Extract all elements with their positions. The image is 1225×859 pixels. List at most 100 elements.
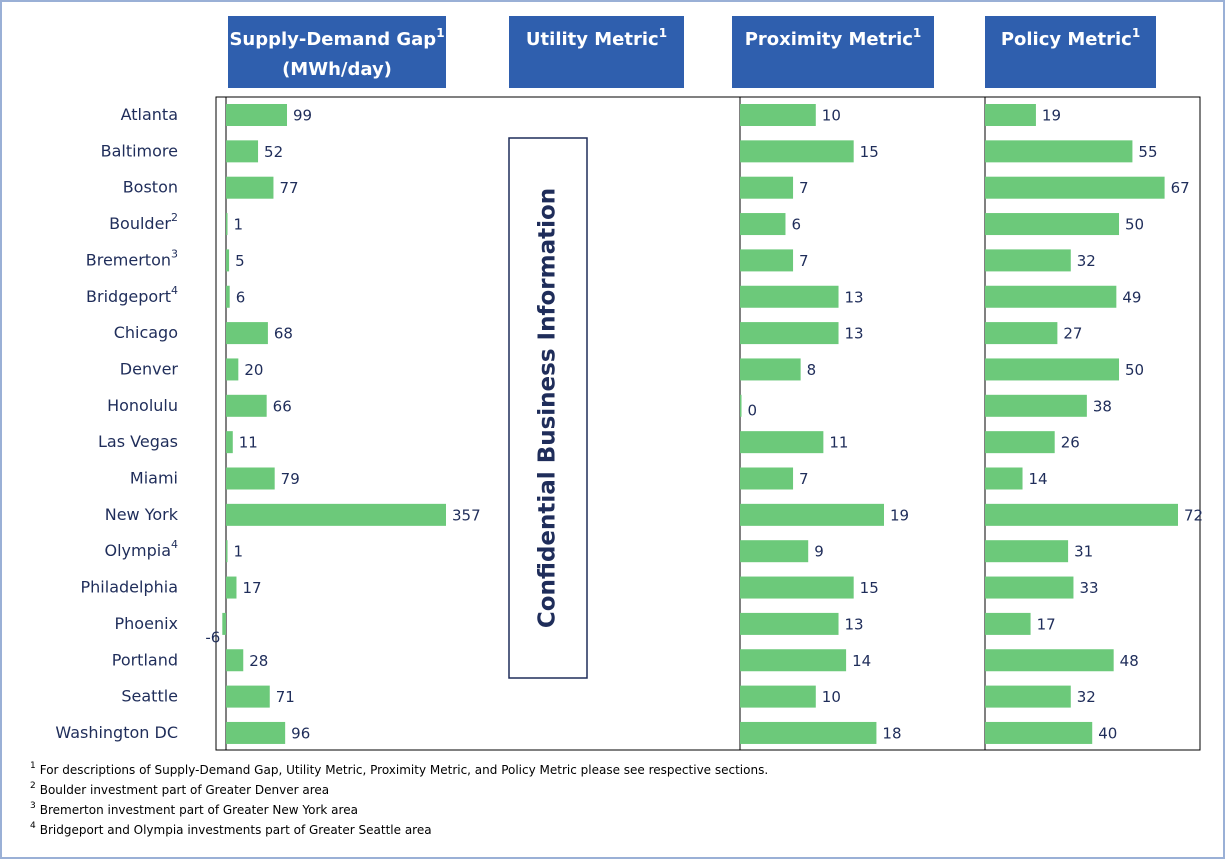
footnote-mark: 4	[30, 821, 36, 831]
header-title: Policy Metric1	[1001, 26, 1140, 51]
value-label: 17	[1037, 615, 1056, 633]
value-label: 38	[1093, 397, 1112, 415]
bar	[985, 431, 1055, 454]
value-label: -6	[205, 628, 220, 646]
value-label: 17	[242, 579, 261, 597]
value-label: 67	[1171, 179, 1190, 197]
category-name: Honolulu	[107, 395, 178, 414]
header-name: Utility Metric	[526, 29, 659, 50]
value-label: 28	[249, 652, 268, 670]
value-label: 48	[1120, 652, 1139, 670]
value-label: 14	[852, 652, 871, 670]
category-name: Bremerton	[86, 250, 171, 269]
category-label: Miami	[130, 468, 178, 487]
value-label: 10	[822, 107, 841, 125]
bar	[985, 249, 1071, 272]
bar	[226, 249, 230, 272]
header-title: Utility Metric1	[526, 26, 667, 51]
bar	[740, 721, 877, 744]
value-label: 20	[244, 361, 263, 379]
value-label: 40	[1098, 724, 1117, 742]
footnote: 4 Bridgeport and Olympia investments part…	[30, 821, 432, 837]
footnote-text: Bremerton investment part of Greater New…	[40, 803, 358, 817]
value-label: 15	[860, 579, 879, 597]
value-label: 13	[845, 288, 864, 306]
category-name: Phoenix	[115, 613, 178, 632]
category-label: Portland	[112, 650, 178, 669]
category-name: Boston	[123, 177, 178, 196]
bar	[226, 285, 230, 308]
category-label: Atlanta	[121, 105, 178, 124]
bar	[226, 503, 446, 526]
bar	[226, 104, 288, 126]
category-label: Baltimore	[101, 141, 178, 160]
footnote-mark: 2	[30, 781, 36, 791]
value-label: 14	[1029, 470, 1048, 488]
category-name: Philadelphia	[81, 577, 178, 596]
bar	[226, 467, 275, 490]
value-label: 5	[235, 252, 245, 270]
value-label: 31	[1074, 543, 1093, 561]
bar	[226, 576, 237, 599]
value-label: 13	[845, 615, 864, 633]
category-name: Baltimore	[101, 141, 178, 160]
header-title: Proximity Metric1	[745, 26, 922, 51]
bar	[740, 576, 854, 599]
bar	[226, 431, 233, 454]
category-name: Las Vegas	[98, 432, 178, 451]
value-label: 96	[291, 724, 310, 742]
category-name: New York	[105, 504, 179, 523]
header-box	[732, 16, 934, 88]
value-label: 11	[829, 434, 848, 452]
category-label: Boston	[123, 177, 178, 196]
bar	[740, 213, 786, 236]
category-label: Olympia4	[105, 538, 179, 560]
category-note: 4	[171, 284, 178, 297]
bar	[226, 721, 286, 744]
value-label: 13	[845, 325, 864, 343]
footnote: 2 Boulder investment part of Greater Denv…	[30, 781, 329, 797]
bar	[740, 358, 801, 381]
value-label: 99	[293, 107, 312, 125]
bar	[740, 394, 742, 417]
header-box	[509, 16, 684, 88]
header-note: 1	[659, 26, 667, 40]
value-label: 49	[1122, 288, 1141, 306]
bar	[740, 249, 794, 272]
bar	[985, 576, 1074, 599]
header-note: 1	[436, 26, 444, 40]
category-name: Chicago	[114, 323, 178, 342]
value-label: 1	[234, 543, 244, 561]
category-name: Denver	[120, 359, 179, 378]
value-label: 357	[452, 506, 481, 524]
value-label: 19	[1042, 107, 1061, 125]
bar	[740, 649, 847, 672]
category-label: Las Vegas	[98, 432, 178, 451]
header-box	[985, 16, 1156, 88]
bar	[985, 176, 1165, 199]
value-label: 7	[799, 179, 809, 197]
footnote-text: Bridgeport and Olympia investments part …	[40, 823, 432, 837]
value-label: 33	[1079, 579, 1098, 597]
bar	[226, 176, 274, 199]
bar	[226, 140, 259, 163]
category-label: Chicago	[114, 323, 178, 342]
bar	[222, 612, 226, 635]
category-label: Honolulu	[107, 395, 178, 414]
category-note: 4	[171, 538, 178, 551]
confidential-box	[508, 137, 588, 679]
bar	[740, 503, 884, 526]
bar	[226, 322, 268, 345]
value-label: 1	[234, 216, 244, 234]
value-label: 72	[1184, 506, 1203, 524]
bar	[226, 540, 228, 563]
value-label: 19	[890, 506, 909, 524]
category-note: 2	[171, 211, 178, 224]
value-label: 71	[276, 688, 295, 706]
value-label: 9	[814, 543, 824, 561]
bar	[985, 540, 1069, 563]
bar	[985, 140, 1133, 163]
bar	[740, 140, 854, 163]
